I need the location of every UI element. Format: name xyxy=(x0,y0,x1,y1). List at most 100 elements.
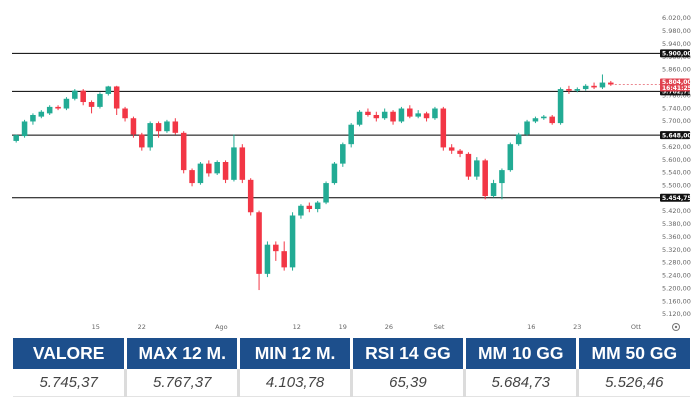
svg-text:16:41:25: 16:41:25 xyxy=(662,85,692,92)
candle xyxy=(63,97,70,111)
value-valore: 5.745,37 xyxy=(13,369,128,397)
value-mm-50gg: 5.526,46 xyxy=(577,369,690,397)
candle xyxy=(582,84,589,91)
candle xyxy=(323,181,329,205)
candle xyxy=(130,116,137,138)
y-tick-label: 5.600,00 xyxy=(662,156,691,164)
price-badges: 5.900,00 5.782,75 5.648,00 5.454,75 5.804,00… xyxy=(614,49,692,202)
x-tick-label: 22 xyxy=(138,323,146,331)
candle xyxy=(38,110,45,119)
y-tick-label: 5.700,00 xyxy=(662,117,691,125)
y-tick-label: 5.980,00 xyxy=(662,27,691,35)
level-badge: 5.454,75 xyxy=(660,193,692,202)
svg-text:5.648,00: 5.648,00 xyxy=(662,132,692,139)
header-rsi-14gg: RSI 14 GG xyxy=(351,338,466,369)
candle xyxy=(139,132,145,151)
header-valore: VALORE xyxy=(13,338,128,369)
level-badge: 5.900,00 xyxy=(660,49,692,58)
candle xyxy=(465,152,472,180)
candle xyxy=(55,105,61,111)
candle xyxy=(189,168,195,187)
svg-text:5.804,00: 5.804,00 xyxy=(662,79,692,86)
candle xyxy=(155,121,162,138)
candle xyxy=(381,108,388,120)
stats-value-row: 5.745,37 5.767,37 4.103,78 65,39 5.684,7… xyxy=(13,369,690,397)
candle xyxy=(415,110,421,119)
svg-text:5.454,75: 5.454,75 xyxy=(662,195,692,202)
x-tick-label: 12 xyxy=(293,323,301,331)
candle xyxy=(197,162,204,185)
x-tick-label: 15 xyxy=(92,323,100,331)
candle xyxy=(13,134,19,143)
candle xyxy=(256,210,262,291)
y-tick-label: 5.780,00 xyxy=(662,91,691,99)
y-tick-label: 5.200,00 xyxy=(662,284,691,292)
candle xyxy=(222,160,229,184)
y-tick-label: 5.620,00 xyxy=(662,143,691,151)
candle xyxy=(331,162,338,185)
candle xyxy=(549,114,555,125)
candle xyxy=(231,134,237,182)
candle xyxy=(390,110,396,125)
candle xyxy=(482,158,488,200)
candle xyxy=(30,113,36,125)
candle xyxy=(46,105,53,115)
y-tick-label: 5.540,00 xyxy=(662,169,691,177)
y-tick-label: 5.120,00 xyxy=(662,310,691,318)
y-axis: 6.020,00 5.980,00 5.940,00 5.900,00 5.860,00… xyxy=(662,14,691,318)
candle xyxy=(113,85,120,115)
candle xyxy=(314,200,321,213)
candle xyxy=(490,179,497,198)
candle xyxy=(440,106,447,151)
x-tick-label: 26 xyxy=(385,323,393,331)
candle xyxy=(80,89,86,106)
candle xyxy=(423,111,430,122)
candle xyxy=(88,100,95,114)
candle xyxy=(273,241,279,261)
svg-text:5.900,00: 5.900,00 xyxy=(662,51,692,58)
candle xyxy=(448,144,455,154)
header-min-12m: MIN 12 M. xyxy=(238,338,353,369)
value-mm-10gg: 5.684,73 xyxy=(464,369,579,397)
candle xyxy=(574,87,581,93)
y-tick-label: 5.160,00 xyxy=(662,297,691,305)
candle xyxy=(599,74,606,90)
settings-icon[interactable] xyxy=(672,323,680,331)
candle xyxy=(214,160,220,175)
candle xyxy=(348,123,354,148)
candle xyxy=(365,108,371,117)
x-tick-label: 23 xyxy=(573,323,581,331)
candle xyxy=(457,149,463,158)
y-tick-label: 5.360,00 xyxy=(662,233,691,241)
svg-text:5.782,75: 5.782,75 xyxy=(662,89,692,96)
y-tick-label: 5.380,00 xyxy=(662,220,691,228)
candle xyxy=(532,116,539,124)
y-tick-label: 5.240,00 xyxy=(662,272,691,280)
candle xyxy=(72,89,78,101)
x-tick-label: 19 xyxy=(339,323,347,331)
candle xyxy=(298,204,304,219)
price-chart[interactable]: 6.020,00 5.980,00 5.940,00 5.900,00 5.860,00… xyxy=(0,0,700,336)
candle xyxy=(432,106,438,120)
y-tick-label: 5.740,00 xyxy=(662,104,691,112)
candle xyxy=(608,80,614,86)
y-tick-label: 5.280,00 xyxy=(662,259,691,267)
candle xyxy=(105,85,112,96)
candle xyxy=(340,142,346,167)
candle xyxy=(306,202,313,213)
candle xyxy=(122,106,128,122)
candle xyxy=(206,160,212,177)
candle xyxy=(21,119,28,138)
candle xyxy=(172,118,179,135)
candle xyxy=(239,144,246,184)
x-tick-label: Ago xyxy=(215,323,228,331)
candle xyxy=(499,168,505,200)
y-tick-label: 6.020,00 xyxy=(662,14,691,22)
level-badge: 5.648,00 xyxy=(660,131,692,139)
candle xyxy=(247,178,254,216)
header-max-12m: MAX 12 M. xyxy=(125,338,241,369)
value-max-12m: 5.767,37 xyxy=(125,369,241,397)
y-tick-label: 5.500,00 xyxy=(662,182,691,190)
stats-header-row: VALORE MAX 12 M. MIN 12 M. RSI 14 GG MM … xyxy=(13,338,690,369)
candle xyxy=(147,121,153,151)
